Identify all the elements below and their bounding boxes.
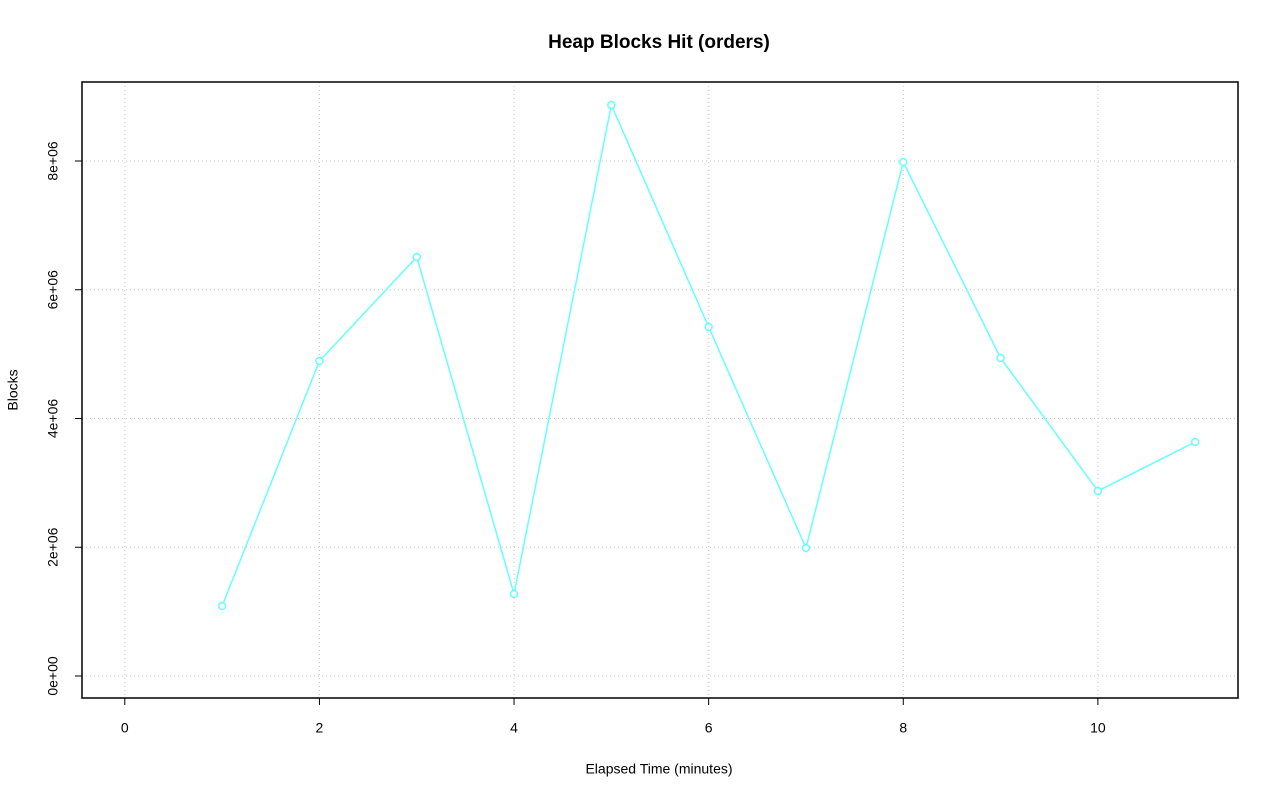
- y-tick-label: 0e+00: [45, 656, 61, 696]
- x-tick-label: 6: [705, 720, 713, 736]
- y-tick-label: 8e+06: [45, 141, 61, 181]
- point: [801, 543, 811, 553]
- y-axis-label: Blocks: [5, 369, 21, 410]
- point: [899, 157, 908, 167]
- x-tick-label: 4: [510, 720, 518, 736]
- point: [996, 353, 1005, 363]
- point: [1190, 437, 1200, 447]
- point: [509, 589, 519, 599]
- x-axis-label: Elapsed Time (minutes): [585, 761, 732, 777]
- x-tick-label: 0: [121, 720, 129, 736]
- y-tick-label: 4e+06: [45, 399, 61, 439]
- y-tick-label: 2e+06: [45, 527, 61, 567]
- point: [412, 252, 421, 262]
- y-tick-label: 6e+06: [45, 270, 61, 310]
- point: [607, 100, 616, 110]
- point: [315, 356, 324, 366]
- x-tick-label: 2: [316, 720, 324, 736]
- point: [704, 322, 713, 332]
- point: [1093, 486, 1103, 496]
- point: [217, 601, 227, 611]
- chart-title: Heap Blocks Hit (orders): [548, 32, 770, 53]
- x-tick-label: 8: [899, 720, 907, 736]
- plot-frame: [81, 81, 1239, 699]
- x-tick-label: 10: [1090, 720, 1106, 736]
